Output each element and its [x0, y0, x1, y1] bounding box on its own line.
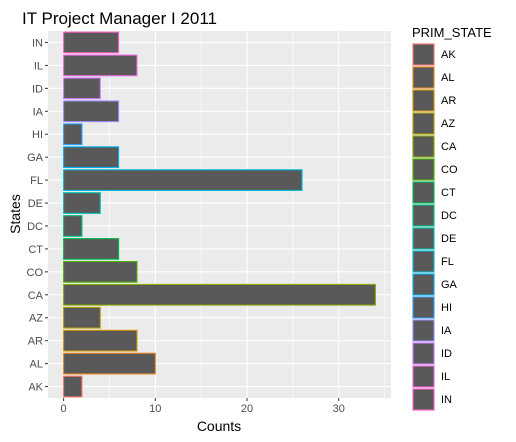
- x-tick-label: 10: [149, 403, 161, 415]
- bar-ca: [63, 283, 376, 306]
- bar-id: [63, 77, 101, 100]
- bar-dc: [63, 215, 83, 237]
- legend-label: CT: [441, 187, 456, 199]
- bar-ct: [63, 238, 120, 260]
- grid-major: [48, 31, 391, 398]
- legend-key: [412, 273, 435, 296]
- bar-ga: [63, 146, 120, 169]
- legend-label: AZ: [441, 118, 455, 130]
- legend-key: [412, 89, 435, 112]
- legend-key: [412, 388, 435, 411]
- y-tick-label: HI: [32, 129, 43, 141]
- bar-ak: [63, 375, 83, 398]
- y-tick-label: CT: [28, 244, 43, 256]
- y-axis: AK AL AR AZ CA CO CT DC DE FL GA HI IA ID IL IN: [27, 37, 48, 394]
- x-tick-label: 30: [333, 403, 345, 415]
- legend-label: IA: [441, 325, 452, 337]
- legend-label: IN: [441, 394, 452, 406]
- y-tick-label: ID: [32, 83, 43, 95]
- legend-title: PRIM_STATE: [412, 25, 492, 40]
- y-tick-label: IA: [33, 106, 44, 118]
- x-tick-label: 0: [61, 403, 67, 415]
- bar-hi: [63, 123, 83, 146]
- legend-key: [412, 296, 435, 319]
- legend-label: AL: [441, 72, 454, 84]
- bars: [63, 31, 376, 398]
- legend-label: DC: [441, 210, 457, 222]
- legend-key: [412, 365, 435, 388]
- legend-key: [412, 66, 435, 89]
- y-tick-label: CO: [27, 267, 44, 279]
- y-axis-title: States: [7, 194, 23, 234]
- y-tick-label: DC: [27, 221, 43, 233]
- chart-title: IT Project Manager I 2011: [22, 9, 217, 28]
- bar-ar: [63, 329, 138, 352]
- bar-fl: [63, 169, 303, 191]
- y-tick-label: CA: [28, 290, 44, 302]
- bar-co: [63, 260, 138, 283]
- legend-key: [412, 204, 435, 227]
- y-tick-label: IL: [34, 60, 43, 72]
- legend-key: [412, 158, 435, 181]
- legend-label: FL: [441, 256, 454, 268]
- y-tick-label: DE: [28, 198, 43, 210]
- bar-de: [63, 192, 101, 214]
- x-tick-label: 20: [241, 403, 253, 415]
- y-tick-label: AZ: [29, 313, 43, 325]
- legend-key: [412, 342, 435, 365]
- x-axis-title: Counts: [197, 418, 241, 434]
- x-axis: 0 10 20 30: [61, 398, 345, 415]
- legend-label: IL: [441, 371, 450, 383]
- bar-ia: [63, 100, 120, 123]
- legend-key: [412, 43, 435, 66]
- y-tick-label: FL: [30, 175, 43, 187]
- legend-key: [412, 112, 435, 135]
- y-tick-label: AL: [30, 359, 43, 371]
- y-tick-label: AK: [28, 382, 43, 394]
- legend-key: [412, 135, 435, 158]
- legend-key: [412, 181, 435, 204]
- legend-label: AR: [441, 95, 456, 107]
- legend-label: DE: [441, 233, 456, 245]
- legend-label: CA: [441, 141, 457, 153]
- legend-label: GA: [441, 279, 458, 291]
- legend-label: HI: [441, 302, 452, 314]
- legend: PRIM_STATE AK AL AR AZ CA CO CT DC DE FL GA HI IA ID I…: [412, 25, 492, 411]
- legend-key: [412, 319, 435, 342]
- legend-label: CO: [441, 164, 458, 176]
- bar-al: [63, 352, 156, 375]
- bar-il: [63, 54, 138, 77]
- legend-label: ID: [441, 348, 452, 360]
- y-tick-label: GA: [27, 152, 44, 164]
- y-tick-label: IN: [32, 37, 43, 49]
- legend-key: [412, 250, 435, 273]
- y-tick-label: AR: [28, 336, 43, 348]
- bar-az: [63, 306, 101, 329]
- bar-in: [63, 31, 120, 54]
- legend-key: [412, 227, 435, 250]
- legend-label: AK: [441, 49, 456, 61]
